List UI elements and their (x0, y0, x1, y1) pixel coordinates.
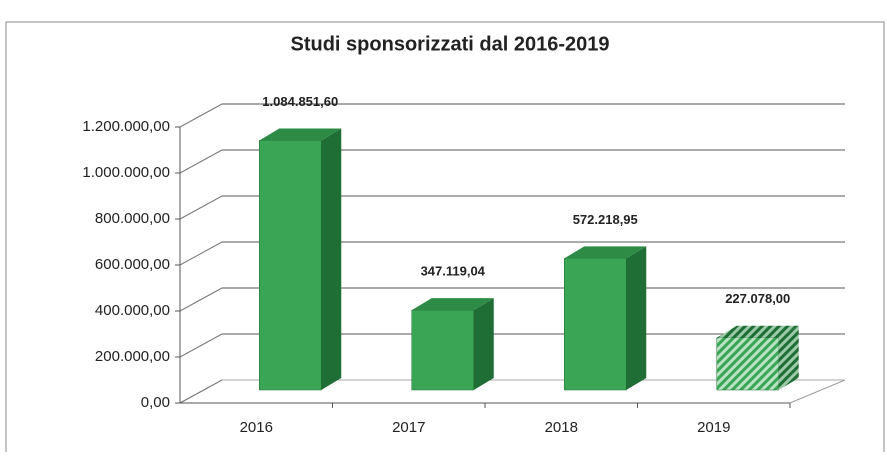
x-tick-label: 2016 (240, 419, 273, 436)
x-tick-label: 2019 (697, 419, 730, 436)
value-label: 227.078,00 (725, 291, 790, 306)
bar-front (564, 258, 627, 391)
bar-front (411, 309, 474, 391)
value-label: 1.084.851,60 (262, 94, 338, 109)
bar-side (778, 325, 799, 390)
bar-top (716, 325, 799, 338)
y-tick-label: 400.000,00 (95, 302, 170, 319)
grid-diagonal (179, 195, 223, 220)
bar-top (259, 128, 342, 141)
value-label: 572.218,95 (573, 212, 638, 227)
y-tick-label: 200.000,00 (95, 348, 170, 365)
grid-diagonal (179, 287, 223, 312)
bar-top (411, 298, 494, 311)
bar-top (564, 246, 647, 259)
bar-front (259, 140, 322, 391)
x-tick-label: 2017 (392, 419, 425, 436)
x-tick-label: 2018 (545, 419, 578, 436)
grid-diagonal (179, 333, 223, 358)
bar-side (321, 128, 342, 390)
y-tick-label: 1.200.000,00 (82, 118, 170, 135)
grid-diagonal (179, 241, 223, 266)
grid-diagonal (179, 149, 223, 174)
y-tick-label: 800.000,00 (95, 210, 170, 227)
y-tick-label: 0,00 (141, 394, 170, 411)
bar-side (626, 246, 647, 390)
bar-front (716, 337, 779, 391)
y-tick-label: 600.000,00 (95, 256, 170, 273)
value-label: 347.119,04 (421, 264, 486, 279)
y-tick-label: 1.000.000,00 (82, 164, 170, 181)
bar-side (473, 298, 494, 390)
chart-title: Studi sponsorizzati dal 2016-2019 (291, 33, 610, 55)
grid-diagonal (179, 103, 223, 128)
grid-diagonal (179, 379, 223, 404)
